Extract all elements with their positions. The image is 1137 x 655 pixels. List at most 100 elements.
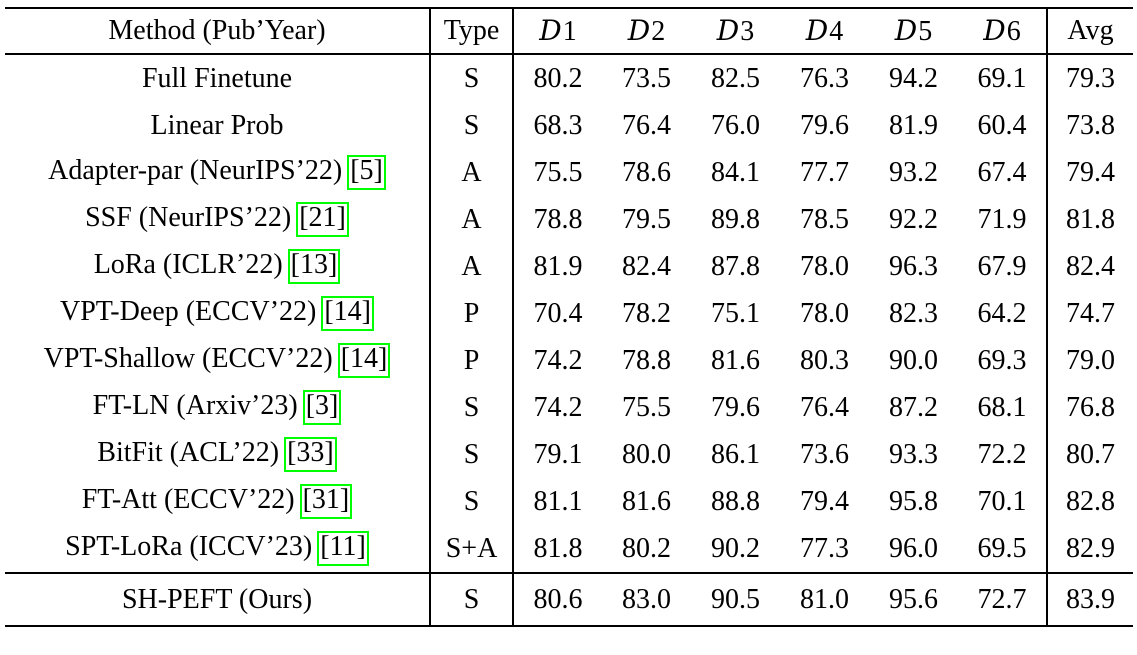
avg-cell: 79.3 <box>1066 62 1115 94</box>
score-cell: 81.1 <box>533 485 583 517</box>
score-cell: 79.4 <box>800 485 849 517</box>
score-cell: 92.2 <box>889 203 938 235</box>
dataset-number: 5 <box>918 16 933 47</box>
score-cell: 74.2 <box>533 391 583 423</box>
method-name: VPT-Shallow (ECCV’22) <box>43 343 333 375</box>
method-cell: Adapter-par (NeurIPS’22) [5] <box>5 149 431 196</box>
method-cell: BitFit (ACL’22) [33] <box>5 431 431 478</box>
citation-link[interactable]: [14] <box>337 343 391 378</box>
script-d-glyph: D <box>983 14 1006 47</box>
score-cell: 69.5 <box>958 525 1048 573</box>
score-cell: 75.5 <box>533 156 583 188</box>
score-cell: 86.1 <box>711 438 760 470</box>
method-cell: FT-Att (ECCV’22) [31] <box>5 478 431 525</box>
score-cell: 82.4 <box>622 250 671 282</box>
score-cell: 72.7 <box>958 572 1048 626</box>
avg-cell: 76.8 <box>1066 391 1115 423</box>
method-cell: SH-PEFT (Ours) <box>5 572 431 626</box>
header-row: Method (Pub’Year) Type D1 D2 D3 D4 D5 D6… <box>5 8 1133 55</box>
score-cell: 69.1 <box>958 54 1048 102</box>
score-cell: 80.6 <box>513 572 602 626</box>
score-cell: 60.4 <box>958 102 1048 149</box>
avg-cell: 82.8 <box>1066 485 1115 517</box>
type-cell: P <box>430 290 514 337</box>
score-cell: 81.9 <box>533 250 583 282</box>
score-cell: 87.2 <box>889 391 938 423</box>
score-cell: 81.9 <box>889 109 938 141</box>
type-cell: A <box>430 243 514 290</box>
score-cell: 77.3 <box>800 532 849 564</box>
citation-link[interactable]: [11] <box>317 531 369 566</box>
score-cell: 76.3 <box>800 62 849 94</box>
score-cell: 68.3 <box>533 109 583 141</box>
method-name: SH-PEFT (Ours) <box>121 583 313 615</box>
col-header-d6: D6 <box>958 8 1048 55</box>
citation-link[interactable]: [5] <box>347 155 386 190</box>
method-name: LoRa (ICLR’22) <box>93 249 283 281</box>
citation-link[interactable]: [31] <box>299 484 353 519</box>
table-row: FT-Att (ECCV’22) [31] S 81.1 81.6 88.8 79.4 95.… <box>5 478 1133 525</box>
citation-link[interactable]: [3] <box>302 390 342 425</box>
type-cell: S <box>430 431 514 478</box>
method-cell: LoRa (ICLR’22) [13] <box>5 243 431 290</box>
score-cell: 84.1 <box>711 156 760 188</box>
score-cell: 64.2 <box>958 290 1048 337</box>
score-cell: 90.2 <box>711 532 760 564</box>
score-cell: 72.2 <box>958 431 1048 478</box>
table-row: Full Finetune S 80.2 73.5 82.5 76.3 94.2 69.1 79… <box>5 54 1133 102</box>
score-cell: 78.8 <box>622 344 671 376</box>
table-row: SPT-LoRa (ICCV’23) [11] S+A 81.8 80.2 90.2 77.… <box>5 525 1133 573</box>
score-cell: 87.8 <box>711 250 760 282</box>
score-cell: 75.5 <box>622 391 671 423</box>
dataset-number: 6 <box>1006 16 1021 47</box>
score-cell: 94.2 <box>889 62 938 94</box>
type-cell: A <box>430 196 514 243</box>
method-name: FT-LN (Arxiv’23) <box>92 390 298 422</box>
method-name: BitFit (ACL’22) <box>97 437 280 469</box>
score-cell: 78.8 <box>533 203 583 235</box>
score-cell: 68.1 <box>958 384 1048 431</box>
results-table: Method (Pub’Year) Type D1 D2 D3 D4 D5 D6… <box>5 7 1133 627</box>
score-cell: 76.0 <box>711 109 760 141</box>
method-name: Full Finetune <box>141 62 293 94</box>
score-cell: 80.3 <box>800 344 849 376</box>
avg-cell: 74.7 <box>1066 297 1115 329</box>
method-name: VPT-Deep (ECCV’22) <box>59 296 317 328</box>
score-cell: 95.8 <box>889 485 938 517</box>
score-cell: 90.5 <box>691 572 780 626</box>
citation-link[interactable]: [21] <box>296 202 349 237</box>
score-cell: 73.6 <box>800 438 849 470</box>
score-cell: 82.5 <box>711 62 760 94</box>
score-cell: 69.3 <box>958 337 1048 384</box>
script-d-glyph: D <box>716 14 740 47</box>
score-cell: 81.8 <box>533 532 583 564</box>
score-cell: 81.6 <box>711 344 760 376</box>
table-row: BitFit (ACL’22) [33] S 79.1 80.0 86.1 73.6 93.3… <box>5 431 1133 478</box>
col-header-d2: D2 <box>602 8 691 55</box>
score-cell: 67.4 <box>958 149 1048 196</box>
score-cell: 79.5 <box>622 203 671 235</box>
paper-results-table-page: Method (Pub’Year) Type D1 D2 D3 D4 D5 D6… <box>0 7 1137 655</box>
citation-link[interactable]: [13] <box>287 249 341 284</box>
dataset-number: 2 <box>651 16 666 47</box>
type-cell: P <box>430 337 514 384</box>
citation-link[interactable]: [14] <box>321 296 375 331</box>
score-cell: 90.0 <box>889 344 938 376</box>
method-name: Linear Prob <box>150 109 284 141</box>
method-cell: SSF (NeurIPS’22) [21] <box>5 196 431 243</box>
score-cell: 78.5 <box>800 203 849 235</box>
citation-link[interactable]: [33] <box>284 437 337 472</box>
table-row: Linear Prob S 68.3 76.4 76.0 79.6 81.9 60.4 73.8 <box>5 102 1133 149</box>
script-d-glyph: D <box>627 14 651 47</box>
avg-cell: 82.9 <box>1066 532 1115 564</box>
type-cell: S <box>430 478 514 525</box>
method-name: Adapter-par (NeurIPS’22) <box>48 155 343 187</box>
col-header-avg: Avg <box>1047 8 1133 55</box>
score-cell: 76.4 <box>800 391 849 423</box>
score-cell: 78.0 <box>800 297 849 329</box>
table-row-ours: SH-PEFT (Ours) S 80.6 83.0 90.5 81.0 95.6 72.7 8… <box>5 572 1133 626</box>
script-d-glyph: D <box>539 14 562 47</box>
avg-cell: 80.7 <box>1066 438 1115 470</box>
dataset-number: 4 <box>829 16 844 47</box>
col-header-d5: D5 <box>869 8 958 55</box>
